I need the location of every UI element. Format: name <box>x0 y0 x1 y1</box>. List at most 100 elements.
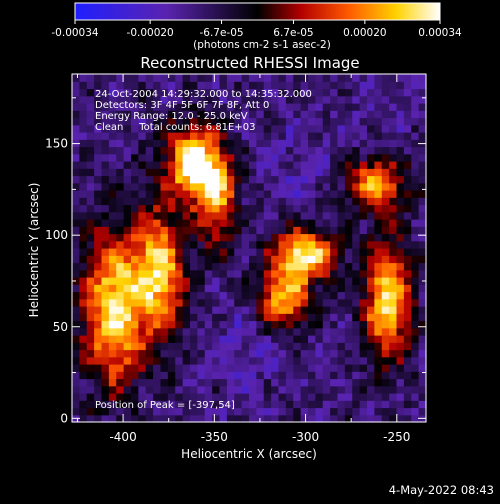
heatmap-cell <box>153 240 162 249</box>
heatmap-cell <box>263 248 272 256</box>
heatmap-cell <box>241 320 250 329</box>
heatmap-cell <box>300 269 309 278</box>
heatmap-cell <box>145 219 154 227</box>
heatmap-cell <box>153 269 162 278</box>
heatmap-cell <box>108 153 117 162</box>
heatmap-cell <box>116 320 125 329</box>
heatmap-cell <box>300 306 309 314</box>
heatmap-cell <box>197 175 206 184</box>
heatmap-cell <box>352 190 361 198</box>
heatmap-cell <box>123 88 132 97</box>
heatmap-cell <box>108 146 117 155</box>
heatmap-cell <box>131 414 139 423</box>
heatmap-cell <box>86 197 95 206</box>
heatmap-cell <box>212 124 221 133</box>
heatmap-cell <box>79 313 88 322</box>
heatmap-cell <box>381 81 390 90</box>
heatmap-cell <box>344 153 353 162</box>
heatmap-cell <box>131 81 139 90</box>
heatmap-cell <box>308 320 316 329</box>
heatmap-cell <box>396 269 405 278</box>
heatmap-cell <box>234 371 243 380</box>
heatmap-cell <box>315 342 324 351</box>
heatmap-cell <box>403 233 412 242</box>
heatmap-cell <box>145 262 154 271</box>
heatmap-cell <box>160 298 169 307</box>
heatmap-cell <box>315 371 324 380</box>
heatmap-cell <box>212 335 221 343</box>
heatmap-cell <box>315 197 324 206</box>
heatmap-cell <box>300 175 309 184</box>
heatmap-cell <box>315 103 324 111</box>
heatmap-cell <box>79 248 88 256</box>
heatmap-cell <box>278 385 287 394</box>
heatmap-cell <box>367 298 375 307</box>
heatmap-cell <box>160 146 169 155</box>
heatmap-cell <box>212 197 221 206</box>
heatmap-cell <box>145 95 154 104</box>
heatmap-cell <box>367 414 375 423</box>
colorbar-gradient <box>74 2 441 21</box>
heatmap-cell <box>116 95 125 104</box>
heatmap-cell <box>293 320 302 329</box>
heatmap-cell <box>322 132 331 140</box>
heatmap-cell <box>315 356 324 365</box>
heatmap-cell <box>411 269 420 278</box>
heatmap-cell <box>86 313 95 322</box>
heatmap-cell <box>359 124 368 133</box>
heatmap-cell <box>278 284 287 293</box>
heatmap-cell <box>72 371 80 380</box>
heatmap-cell <box>344 88 353 97</box>
heatmap-cell <box>389 371 398 380</box>
heatmap-cell <box>278 371 287 380</box>
heatmap-cell <box>367 371 375 380</box>
heatmap-cell <box>116 204 125 213</box>
heatmap-cell <box>167 342 176 351</box>
heatmap-cell <box>411 378 420 387</box>
heatmap-cell <box>190 400 198 409</box>
heatmap-cell <box>344 269 353 278</box>
heatmap-cell <box>411 132 420 140</box>
heatmap-cell <box>278 211 287 220</box>
heatmap-cell <box>411 81 420 90</box>
heatmap-cell <box>197 219 206 227</box>
heatmap-cell <box>212 298 221 307</box>
heatmap-cell <box>418 190 427 198</box>
heatmap-cell <box>123 240 132 249</box>
heatmap-cell <box>160 262 169 271</box>
heatmap-cell <box>160 132 169 140</box>
heatmap-cell <box>344 74 353 82</box>
heatmap-cell <box>374 132 383 140</box>
heatmap-cell <box>219 262 228 271</box>
heatmap-cell <box>226 146 235 155</box>
heatmap-cell <box>389 385 398 394</box>
heatmap-cell <box>396 204 405 213</box>
heatmap-cell <box>300 335 309 343</box>
heatmap-cell <box>241 110 250 119</box>
heatmap-cell <box>300 400 309 409</box>
heatmap-cell <box>153 371 162 380</box>
heatmap-cell <box>411 146 420 155</box>
heatmap-cell <box>403 400 412 409</box>
heatmap-cell <box>79 320 88 329</box>
heatmap-cell <box>256 313 265 322</box>
heatmap-cell <box>396 139 405 148</box>
heatmap-cell <box>411 298 420 307</box>
heatmap-cell <box>308 291 316 300</box>
heatmap-cell <box>145 291 154 300</box>
heatmap-cell <box>418 400 427 409</box>
heatmap-cell <box>167 378 176 387</box>
heatmap-cell <box>308 400 316 409</box>
heatmap-cell <box>396 356 405 365</box>
heatmap-cell <box>116 81 125 90</box>
heatmap-cell <box>101 291 110 300</box>
heatmap-cell <box>381 320 390 329</box>
heatmap-cell <box>234 400 243 409</box>
heatmap-cell <box>337 197 346 206</box>
heatmap-cell <box>116 407 125 416</box>
heatmap-cell <box>337 248 346 256</box>
heatmap-cell <box>308 117 316 126</box>
heatmap-cell <box>226 306 235 314</box>
heatmap-cell <box>271 306 280 314</box>
heatmap-cell <box>138 175 147 184</box>
